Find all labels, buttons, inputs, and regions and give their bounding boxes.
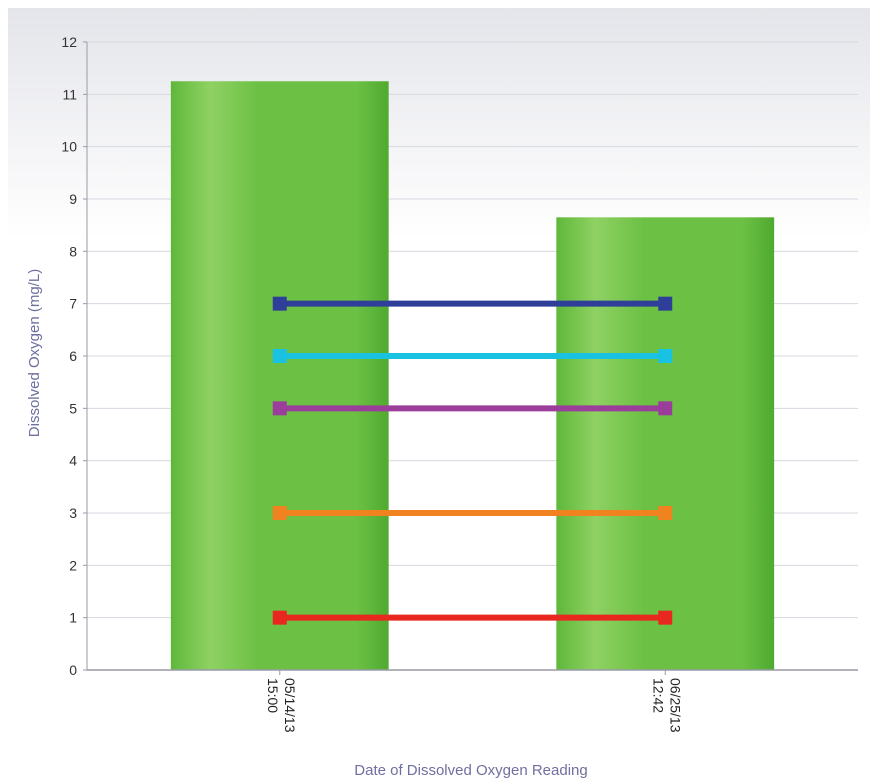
y-tick-label: 4	[69, 453, 77, 469]
y-tick-label: 10	[61, 139, 77, 155]
x-axis-label: Date of Dissolved Oxygen Reading	[354, 762, 587, 779]
x-tick-label-date: 06/25/13	[667, 678, 683, 733]
y-tick-label: 5	[69, 400, 77, 416]
x-tick-label-time: 12:42	[650, 678, 666, 713]
y-tick-label: 11	[62, 86, 77, 102]
bars	[170, 81, 775, 671]
y-tick-label: 12	[61, 34, 77, 50]
y-tick-label: 3	[69, 505, 77, 521]
y-axis-label: Dissolved Oxygen (mg/L)	[26, 269, 43, 437]
reference-marker[interactable]	[272, 296, 287, 311]
reference-lines	[272, 296, 673, 625]
reference-marker[interactable]	[658, 296, 673, 311]
reference-marker[interactable]	[272, 401, 287, 416]
y-tick-label: 7	[69, 296, 77, 312]
y-tick-label: 9	[69, 191, 77, 207]
y-tick-label: 8	[69, 243, 77, 259]
bar[interactable]	[556, 217, 775, 671]
reference-marker[interactable]	[272, 349, 287, 363]
reference-marker[interactable]	[272, 506, 287, 520]
bar[interactable]	[170, 81, 389, 670]
reference-marker[interactable]	[658, 349, 673, 363]
reference-marker[interactable]	[658, 610, 673, 625]
y-tick-label: 6	[69, 348, 77, 364]
reference-marker[interactable]	[658, 401, 673, 416]
y-tick-label: 1	[69, 610, 77, 626]
x-tick-label-date: 05/14/13	[282, 678, 298, 733]
y-tick-label: 0	[69, 662, 77, 678]
reference-marker[interactable]	[272, 610, 287, 625]
reference-marker[interactable]	[658, 506, 673, 520]
y-tick-label: 2	[69, 557, 77, 573]
x-tick-label-time: 15:00	[265, 678, 281, 713]
